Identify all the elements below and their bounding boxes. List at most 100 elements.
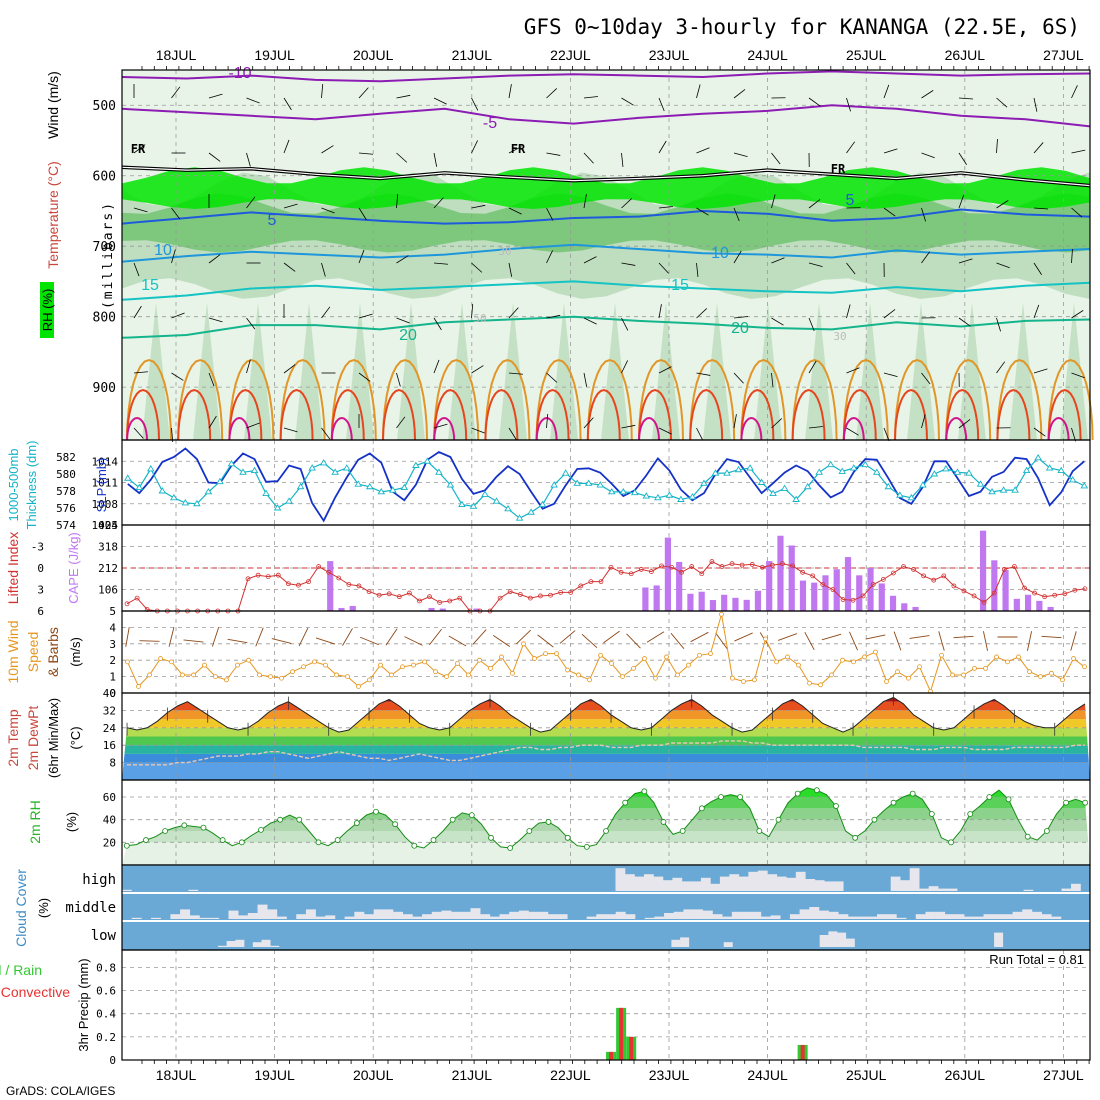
- lifted-index-point: [931, 577, 937, 583]
- cloud-middle-bar: [896, 917, 907, 919]
- isotherm-30: [433, 388, 468, 441]
- isotherm-25: [126, 358, 172, 441]
- rh-point: [449, 816, 456, 823]
- run-total-label: Run Total = 0.81: [989, 952, 1084, 967]
- thickness-point: [607, 487, 616, 495]
- wind-barb: [626, 633, 641, 649]
- wind-speed-point: [290, 669, 295, 675]
- temp-contour-label: 15: [671, 277, 689, 294]
- wind-barb: [283, 203, 298, 209]
- rh-point: [737, 794, 744, 800]
- wind-barb: [246, 196, 256, 209]
- precip-convective-bar: [629, 1036, 634, 1060]
- wind-speed-point: [708, 651, 713, 657]
- rh-point: [373, 808, 379, 815]
- rh-point: [986, 794, 993, 800]
- wind-speed-point: [1038, 674, 1043, 679]
- cloud-middle-bar: [935, 911, 946, 919]
- wind-barb: [183, 639, 204, 643]
- isotherm-15: [121, 280, 1091, 301]
- wind-barb: [1071, 427, 1076, 442]
- wind-speed-point: [532, 656, 537, 661]
- cloud-middle-bar: [528, 911, 539, 919]
- lifted-index-point: [1072, 587, 1078, 593]
- temp-contour-label: 10: [154, 242, 172, 259]
- isotherm-35: [535, 416, 558, 441]
- isotherm-25: [330, 358, 377, 441]
- wind-speed-point: [554, 651, 559, 657]
- wind-barb: [846, 262, 856, 275]
- freezing-label: FR: [511, 142, 526, 156]
- ylabel-convective: Convective: [1, 984, 70, 1000]
- lifted-index-point: [406, 590, 412, 596]
- wind-barb: [171, 86, 181, 99]
- wind-speed-point: [653, 675, 658, 681]
- thickness-tick-label: 578: [56, 485, 76, 498]
- wind-barb: [133, 371, 148, 374]
- wind-barb: [865, 634, 886, 640]
- lifted-index-point: [417, 598, 422, 604]
- lifted-index-tick-label: -3: [31, 541, 44, 554]
- temp-contour-label: 20: [399, 327, 417, 344]
- wind-barb: [849, 631, 858, 651]
- thickness-point: [665, 491, 674, 498]
- rh-point: [200, 824, 207, 831]
- thickness-point: [216, 477, 224, 485]
- lifted-index-point: [628, 571, 634, 577]
- thickness-point: [446, 481, 455, 488]
- lifted-index-point: [780, 561, 785, 567]
- wind-barb: [771, 317, 784, 326]
- thickness-point: [193, 499, 201, 507]
- cloud-middle-bar: [606, 914, 616, 919]
- lifted-index-point: [447, 598, 453, 604]
- wind-barb: [508, 262, 513, 277]
- wind-barb: [1071, 207, 1083, 218]
- thickness-point: [688, 493, 697, 500]
- isotherm-25: [382, 358, 428, 441]
- wind-barb: [921, 207, 926, 222]
- wind-barb: [690, 631, 709, 643]
- wind-speed-point: [433, 669, 438, 675]
- wind-barb: [658, 366, 672, 374]
- rh-point: [123, 842, 130, 849]
- wind-barb: [696, 427, 704, 441]
- wind-barb: [846, 427, 859, 436]
- rh-point: [660, 819, 667, 825]
- wind-barb: [358, 249, 365, 264]
- cloud-middle-bar: [470, 908, 481, 919]
- wind-barb: [246, 152, 251, 167]
- cloud-middle-bar: [925, 911, 936, 919]
- lifted-index-point: [134, 595, 140, 601]
- wind-speed-point: [851, 659, 856, 665]
- thickness-point: [596, 481, 605, 488]
- rh-tick-label: 40: [103, 814, 116, 827]
- lifted-index-point: [558, 589, 564, 595]
- rh-point: [1082, 799, 1089, 806]
- lifted-index-point: [245, 576, 251, 582]
- wind-speed-point: [917, 664, 922, 670]
- lifted-index-tick-label: 0: [37, 562, 44, 575]
- isotherm-35: [330, 416, 353, 441]
- temperature-band: [122, 736, 1090, 746]
- wind-barb: [958, 194, 965, 209]
- wind-barb: [996, 361, 1006, 374]
- wind-speed-point: [576, 672, 581, 678]
- wind-barb: [133, 144, 146, 154]
- wind-speed-point: [862, 654, 867, 660]
- wind-barb: [808, 317, 815, 332]
- lifted-index-point: [538, 593, 543, 599]
- lifted-index-point: [840, 597, 846, 602]
- wind-speed-point: [796, 662, 801, 668]
- ylabel-2m-temp: 2m Temp: [5, 709, 21, 767]
- wind-speed-point: [598, 652, 603, 658]
- lifted-index-point: [507, 589, 513, 595]
- cape-bar: [653, 585, 660, 611]
- precipitation-panel: 0 0.2 0.4 0.6 0.8 Run Total = 0.81 Total / Rai…: [0, 949, 1091, 1067]
- wind-barb: [846, 367, 860, 374]
- isotherm-30: [689, 388, 724, 441]
- thickness-point: [642, 492, 651, 499]
- cloud-middle-bar: [402, 914, 413, 919]
- cape-bar: [833, 569, 840, 611]
- cloud-middle-bar: [354, 911, 365, 919]
- wind-barb: [921, 414, 926, 429]
